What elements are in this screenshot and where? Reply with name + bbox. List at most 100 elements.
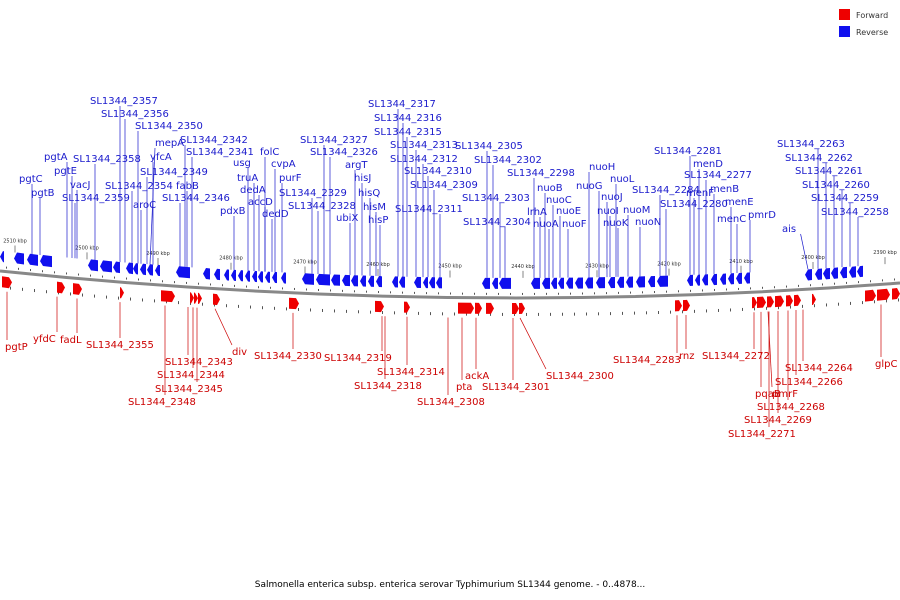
forward-gene[interactable]	[786, 295, 793, 307]
forward-gene[interactable]	[775, 295, 784, 308]
forward-gene-label[interactable]: rnz	[679, 351, 695, 362]
forward-gene-label[interactable]: yfdC	[33, 334, 56, 345]
forward-gene[interactable]	[757, 296, 766, 309]
reverse-gene[interactable]	[648, 275, 655, 288]
forward-gene[interactable]	[194, 292, 198, 304]
reverse-gene-label[interactable]: SL1344_2358	[73, 154, 141, 165]
reverse-gene-label[interactable]: pdxB	[220, 206, 246, 217]
forward-gene[interactable]	[767, 296, 774, 308]
reverse-gene[interactable]	[414, 276, 421, 289]
reverse-gene-label[interactable]: dedA	[240, 185, 266, 196]
reverse-gene[interactable]	[805, 269, 812, 281]
reverse-gene-label[interactable]: accD	[248, 197, 273, 208]
forward-gene[interactable]	[865, 289, 876, 302]
forward-gene[interactable]	[190, 292, 194, 304]
reverse-gene-label[interactable]: pgtB	[31, 188, 55, 199]
reverse-gene-label[interactable]: menE	[725, 197, 754, 208]
forward-gene-label[interactable]: pqaB	[755, 389, 781, 400]
reverse-gene[interactable]	[702, 274, 708, 286]
forward-gene[interactable]	[73, 283, 82, 295]
reverse-gene-label[interactable]: pgtE	[54, 166, 77, 177]
reverse-gene-label[interactable]: SL1344_2329	[279, 188, 347, 199]
reverse-gene[interactable]	[331, 274, 340, 286]
forward-gene-label[interactable]: div	[232, 347, 247, 358]
forward-gene[interactable]	[120, 287, 124, 299]
reverse-gene[interactable]	[687, 274, 693, 286]
forward-gene-label[interactable]: SL1344_2301	[482, 382, 550, 393]
forward-gene-label[interactable]: SL1344_2355	[86, 340, 154, 351]
forward-gene[interactable]	[794, 294, 801, 307]
reverse-gene-label[interactable]: nuoE	[556, 206, 581, 217]
reverse-gene-label[interactable]: purF	[279, 173, 302, 184]
reverse-gene[interactable]	[695, 274, 700, 286]
reverse-gene[interactable]	[88, 259, 98, 272]
reverse-gene-label[interactable]: usg	[233, 158, 251, 169]
reverse-gene[interactable]	[203, 268, 210, 280]
forward-gene[interactable]	[289, 297, 299, 310]
reverse-gene[interactable]	[133, 263, 138, 275]
reverse-gene[interactable]	[245, 270, 250, 282]
reverse-gene-label[interactable]: SL1344_2281	[654, 146, 722, 157]
reverse-gene-label[interactable]: SL1344_2357	[90, 96, 158, 107]
forward-gene-label[interactable]: SL1344_2345	[155, 384, 223, 395]
reverse-gene-label[interactable]: folC	[260, 147, 279, 158]
reverse-gene[interactable]	[499, 277, 511, 289]
reverse-gene[interactable]	[815, 268, 822, 280]
forward-gene-label[interactable]: SL1344_2266	[775, 377, 843, 388]
reverse-gene[interactable]	[482, 277, 490, 289]
reverse-gene[interactable]	[40, 255, 52, 268]
reverse-gene-label[interactable]: SL1344_2298	[507, 168, 575, 179]
reverse-gene[interactable]	[531, 277, 540, 289]
reverse-gene[interactable]	[342, 274, 350, 287]
reverse-gene[interactable]	[147, 264, 153, 276]
forward-gene-label[interactable]: SL1344_2269	[744, 415, 812, 426]
reverse-gene[interactable]	[281, 272, 286, 284]
reverse-gene[interactable]	[423, 277, 428, 289]
reverse-gene[interactable]	[585, 277, 593, 289]
reverse-gene[interactable]	[831, 267, 838, 279]
reverse-gene[interactable]	[176, 266, 190, 279]
reverse-gene-label[interactable]: nuoI	[597, 206, 619, 217]
reverse-gene-label[interactable]: SL1344_2261	[795, 166, 863, 177]
forward-gene-label[interactable]: SL1344_2271	[728, 429, 796, 440]
reverse-gene-label[interactable]: nuoK	[603, 218, 629, 229]
forward-gene-label[interactable]: ackA	[465, 371, 489, 382]
forward-gene[interactable]	[877, 288, 890, 301]
reverse-gene-label[interactable]: SL1344_2328	[288, 201, 356, 212]
forward-gene[interactable]	[812, 293, 816, 306]
forward-gene[interactable]	[2, 276, 12, 289]
reverse-gene-label[interactable]: pgtC	[19, 174, 43, 185]
reverse-gene[interactable]	[252, 270, 257, 283]
reverse-gene-label[interactable]: SL1344_2342	[180, 135, 248, 146]
reverse-gene-label[interactable]: yfcA	[150, 152, 172, 163]
reverse-gene-label[interactable]: SL1344_2259	[811, 193, 879, 204]
reverse-gene-label[interactable]: SL1344_2304	[463, 217, 531, 228]
reverse-gene[interactable]	[744, 272, 750, 284]
reverse-gene[interactable]	[636, 276, 645, 288]
reverse-gene-label[interactable]: SL1344_2326	[310, 147, 378, 158]
forward-gene-label[interactable]: SL1344_2348	[128, 397, 196, 408]
forward-gene-label[interactable]: SL1344_2319	[324, 353, 392, 364]
reverse-gene-label[interactable]: SL1344_2327	[300, 135, 368, 146]
reverse-gene[interactable]	[596, 277, 605, 289]
reverse-gene-label[interactable]: SL1344_2284	[632, 185, 700, 196]
reverse-gene[interactable]	[551, 277, 557, 289]
forward-gene-label[interactable]: pta	[456, 382, 472, 393]
reverse-gene-label[interactable]: vacJ	[70, 180, 91, 191]
reverse-gene-label[interactable]: nuoL	[610, 174, 635, 185]
reverse-gene-label[interactable]: dedD	[262, 209, 289, 220]
reverse-gene[interactable]	[231, 269, 236, 282]
reverse-gene-label[interactable]: SL1344_2356	[101, 109, 169, 120]
reverse-gene-label[interactable]: SL1344_2280	[660, 199, 728, 210]
reverse-gene-label[interactable]: SL1344_2260	[802, 180, 870, 191]
reverse-gene-label[interactable]: SL1344_2258	[821, 207, 889, 218]
reverse-gene[interactable]	[711, 273, 717, 286]
reverse-gene-label[interactable]: pgtA	[44, 152, 68, 163]
reverse-gene-label[interactable]: ubiX	[336, 213, 358, 224]
reverse-gene[interactable]	[360, 275, 366, 287]
reverse-gene[interactable]	[399, 276, 405, 288]
forward-gene[interactable]	[675, 300, 682, 312]
reverse-gene[interactable]	[626, 276, 633, 288]
forward-gene-label[interactable]: SL1344_2300	[546, 371, 614, 382]
forward-gene-label[interactable]: fadL	[60, 335, 82, 346]
